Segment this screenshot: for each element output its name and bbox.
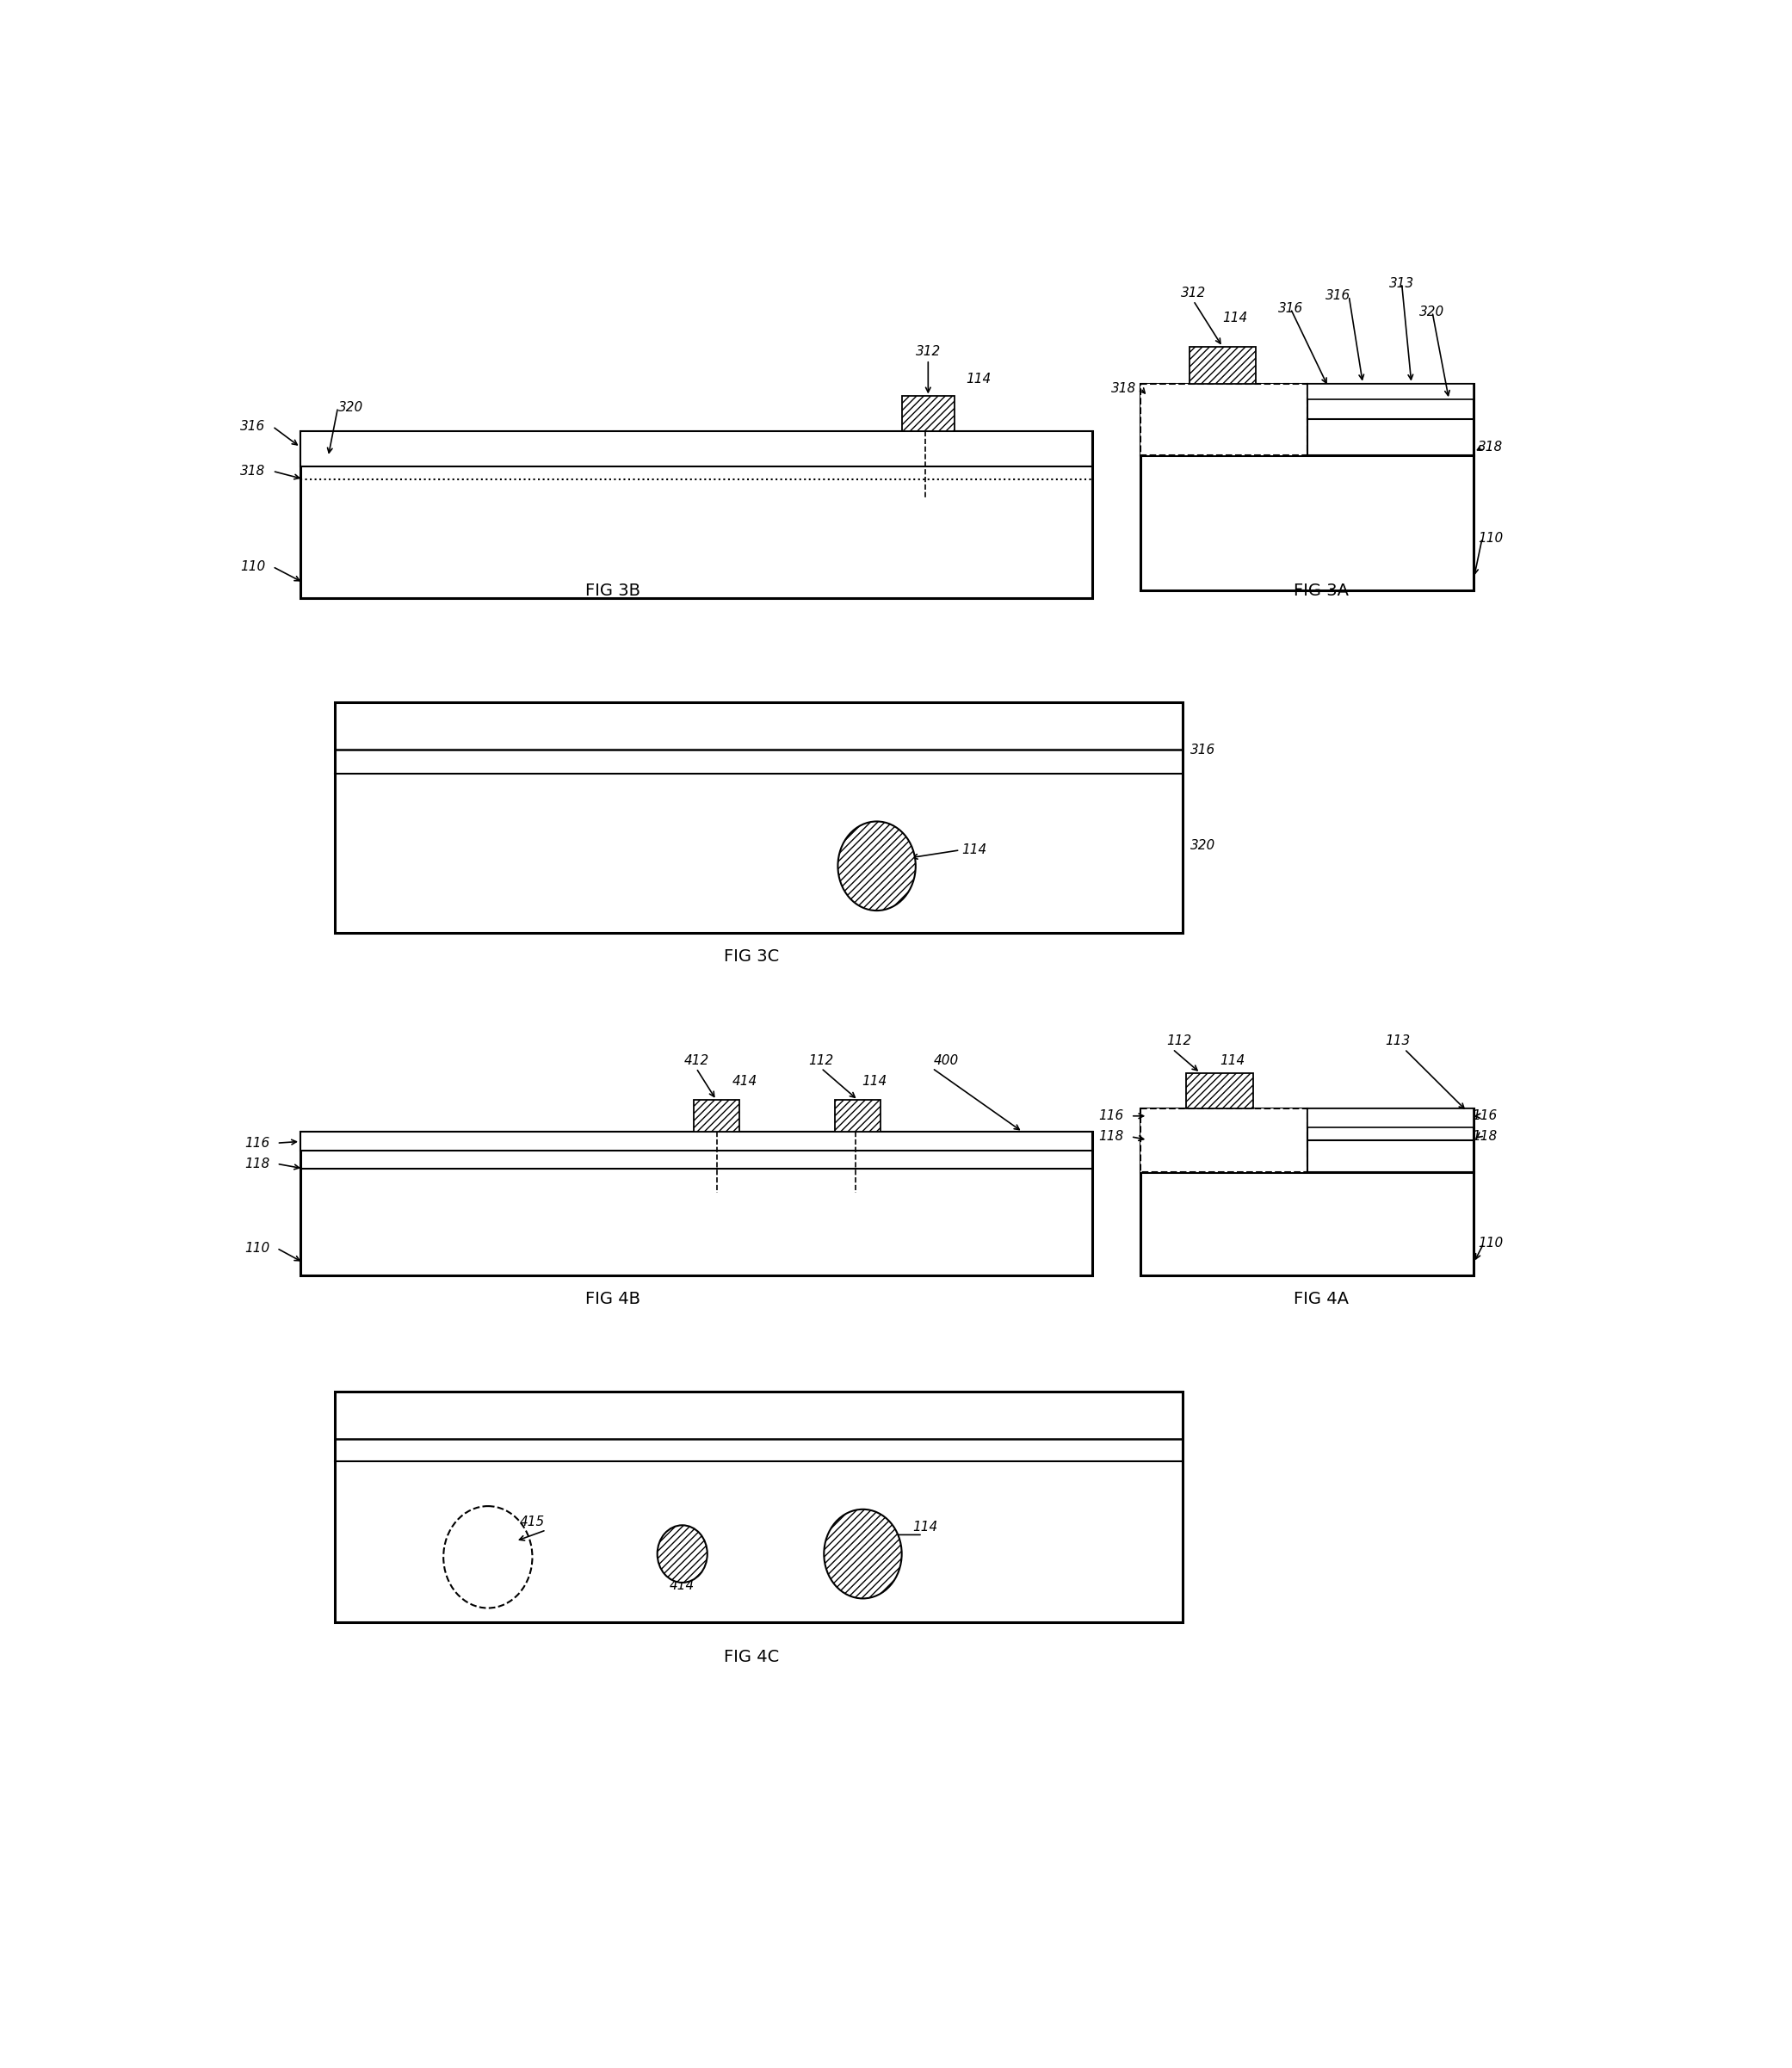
Bar [335, 701, 1183, 933]
Text: FIG 4A: FIG 4A [1294, 1290, 1349, 1307]
Bar [1306, 383, 1473, 455]
Text: 313: 313 [1389, 277, 1414, 290]
Bar [694, 1100, 740, 1131]
Bar [1140, 383, 1306, 455]
Bar [1190, 347, 1256, 383]
Text: FIG 3B: FIG 3B [586, 583, 640, 600]
Text: 116: 116 [246, 1137, 271, 1150]
Text: 316: 316 [1326, 290, 1351, 302]
Bar [1186, 1073, 1253, 1108]
Text: FIG 4B: FIG 4B [586, 1290, 640, 1307]
Text: FIG 3A: FIG 3A [1294, 583, 1349, 600]
Text: 113: 113 [1385, 1034, 1410, 1048]
Circle shape [658, 1526, 708, 1582]
Bar [1140, 383, 1473, 591]
Text: 114: 114 [961, 844, 987, 856]
Bar [1140, 1108, 1473, 1276]
Bar [335, 1392, 1183, 1623]
Text: FIG 4C: FIG 4C [724, 1648, 780, 1665]
Bar [1306, 1108, 1473, 1173]
Bar [301, 1131, 1091, 1276]
Text: 320: 320 [1190, 840, 1215, 852]
Text: 118: 118 [1473, 1131, 1498, 1144]
Text: 114: 114 [862, 1075, 887, 1088]
Text: 116: 116 [1098, 1111, 1124, 1123]
Text: 110: 110 [246, 1241, 271, 1255]
Text: 118: 118 [1098, 1131, 1124, 1144]
Text: 415: 415 [520, 1516, 545, 1528]
Text: 312: 312 [916, 345, 941, 358]
Text: 412: 412 [683, 1055, 710, 1067]
Text: 318: 318 [1111, 383, 1136, 395]
Text: 414: 414 [670, 1580, 695, 1592]
Text: 110: 110 [1478, 1237, 1503, 1249]
Text: 320: 320 [1419, 306, 1444, 318]
Text: 400: 400 [934, 1055, 959, 1067]
Text: 110: 110 [1478, 531, 1503, 544]
Text: 114: 114 [1220, 1055, 1245, 1067]
Bar [835, 1100, 882, 1131]
Text: 312: 312 [1181, 285, 1206, 300]
Text: 320: 320 [339, 401, 364, 414]
Bar [1306, 1108, 1473, 1127]
Bar [301, 432, 1091, 598]
Bar [301, 432, 1091, 465]
Text: 112: 112 [1167, 1034, 1192, 1048]
Text: 110: 110 [240, 560, 265, 573]
Circle shape [839, 821, 916, 910]
Text: 114: 114 [966, 372, 991, 385]
Text: 112: 112 [808, 1055, 833, 1067]
Text: 414: 414 [733, 1075, 758, 1088]
Text: 316: 316 [1278, 302, 1303, 314]
Bar [301, 1131, 1091, 1152]
Bar [1306, 383, 1473, 399]
Text: 116: 116 [1473, 1111, 1498, 1123]
Circle shape [824, 1510, 901, 1599]
Text: 114: 114 [1222, 312, 1247, 325]
Text: 316: 316 [1190, 742, 1215, 757]
Text: 114: 114 [912, 1520, 937, 1532]
Bar [901, 397, 955, 432]
Text: 118: 118 [246, 1158, 271, 1170]
Text: FIG 3C: FIG 3C [724, 949, 780, 966]
Text: 318: 318 [1478, 440, 1503, 453]
Text: 318: 318 [240, 465, 265, 478]
Text: 316: 316 [240, 420, 265, 432]
Bar [1140, 1108, 1306, 1173]
